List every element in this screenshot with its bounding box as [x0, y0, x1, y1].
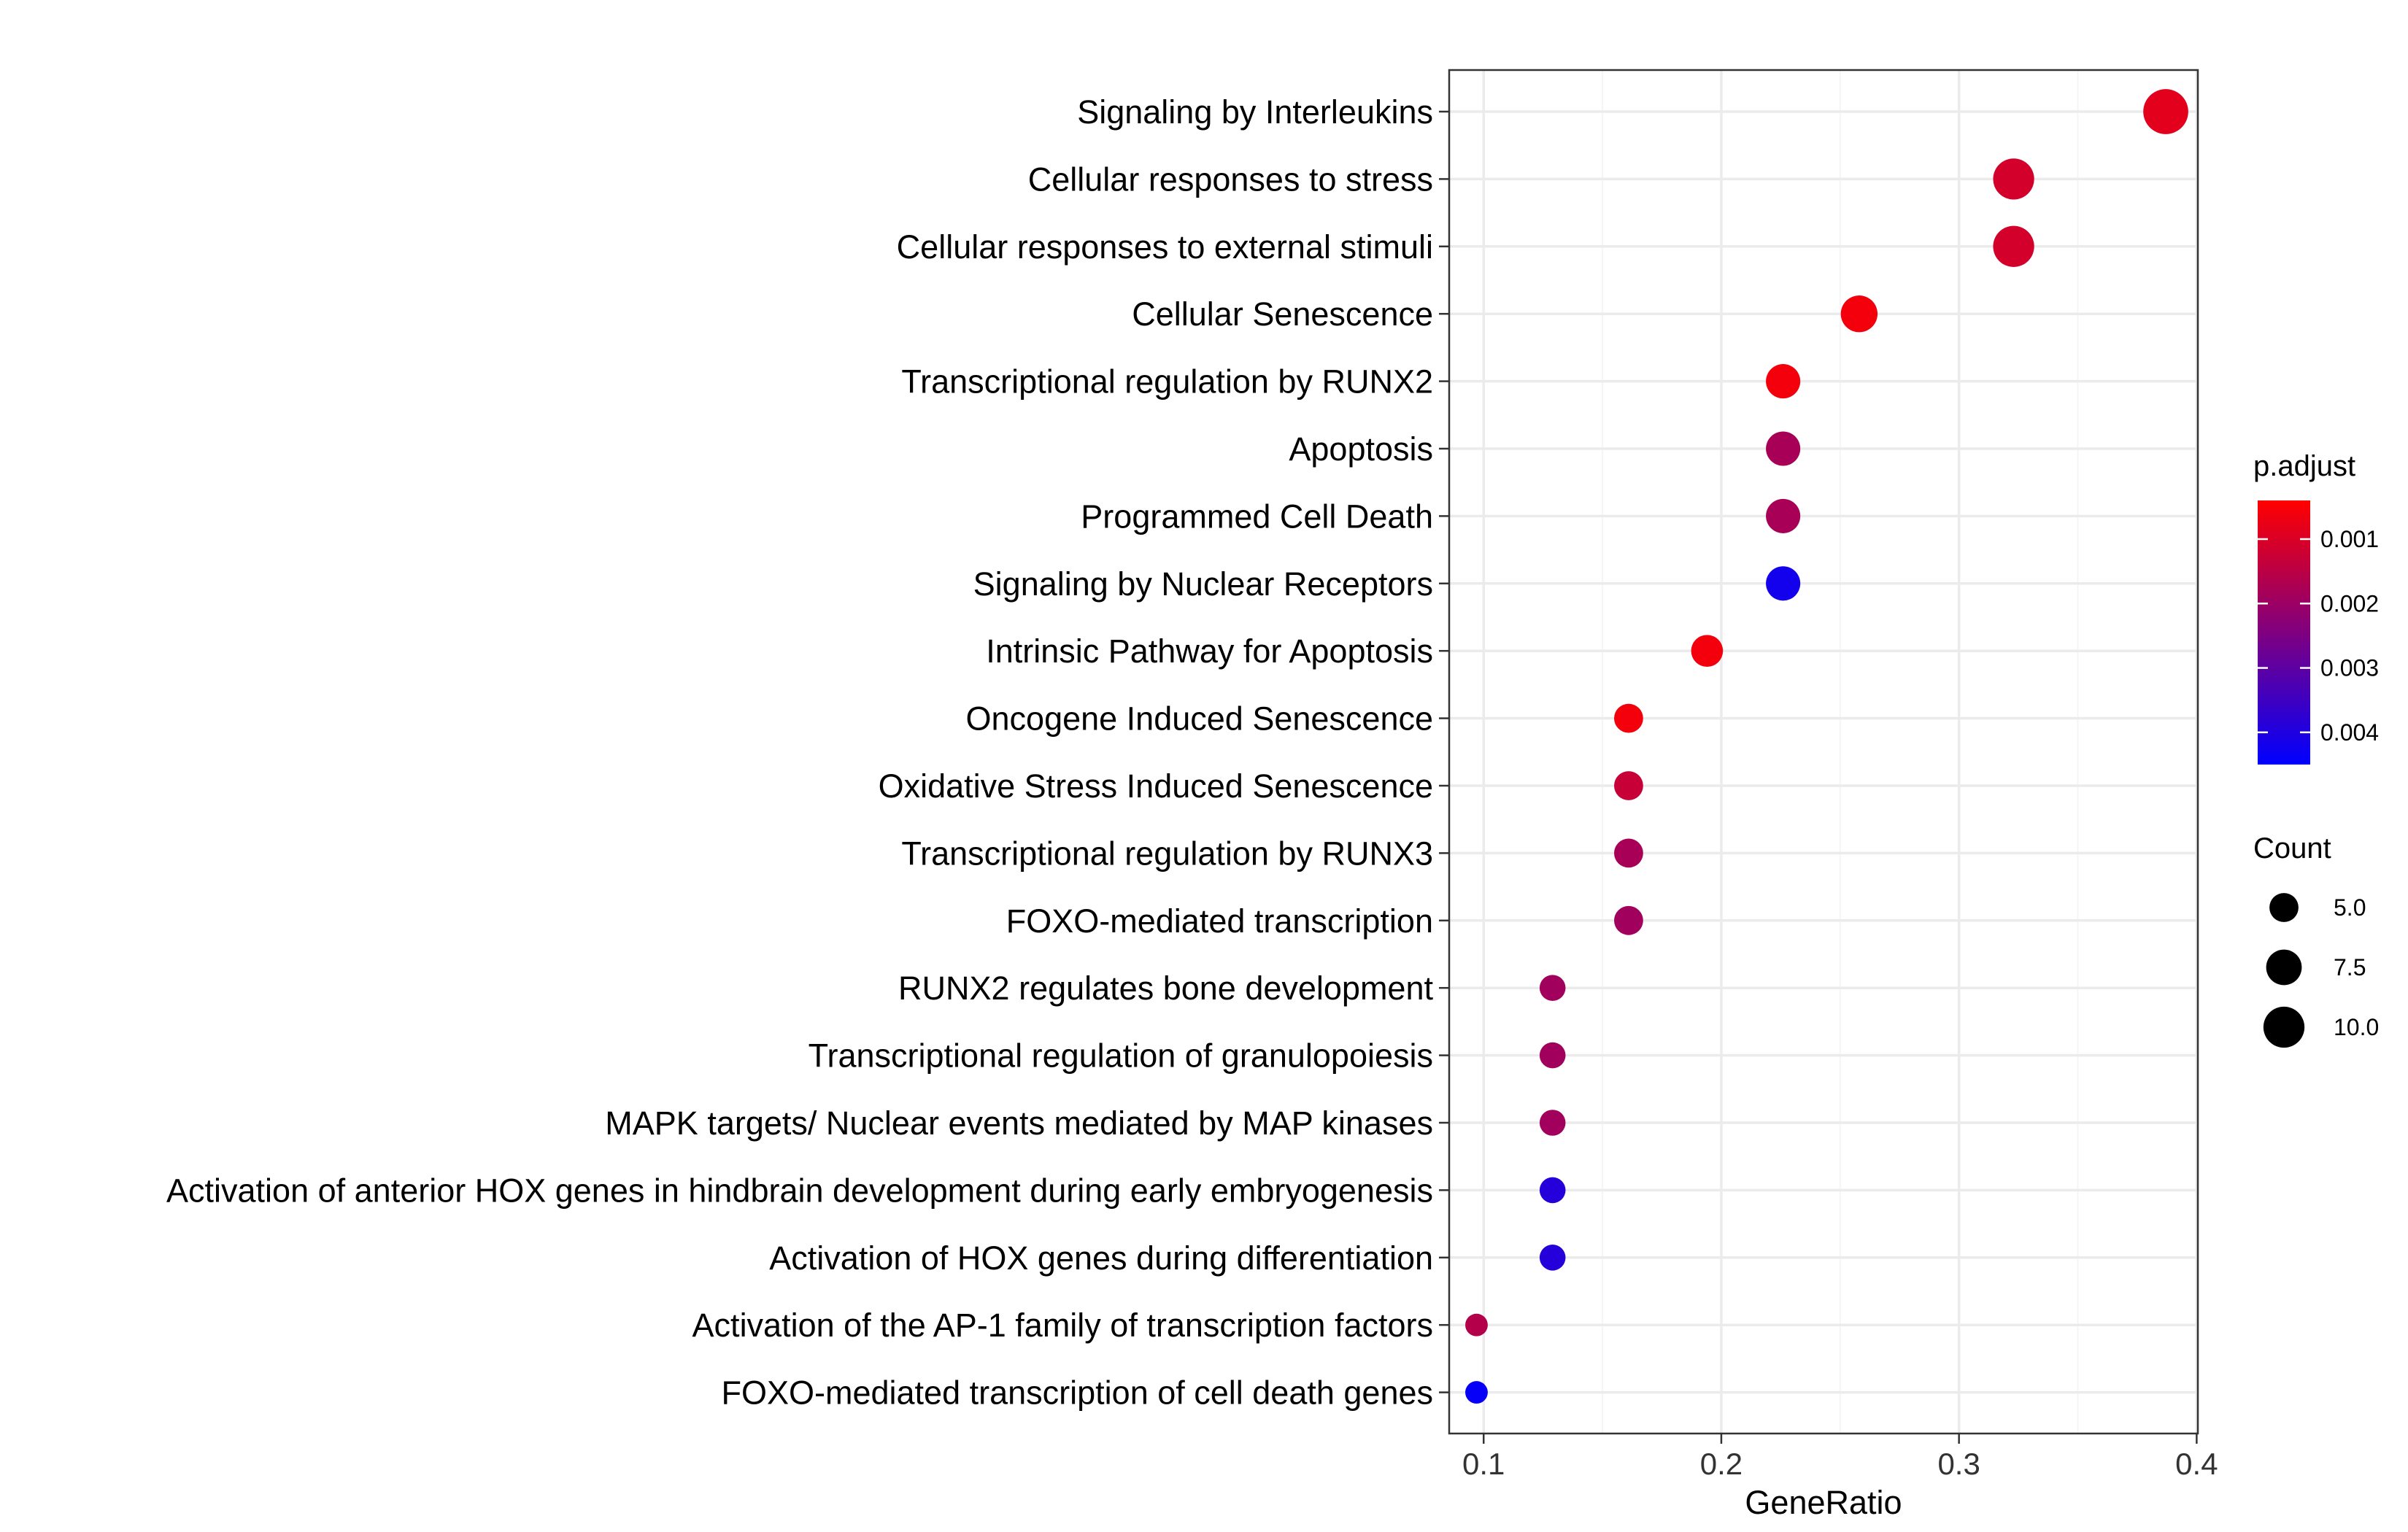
- size-legend-label: 7.5: [2334, 954, 2366, 980]
- color-legend-tick-label: 0.004: [2320, 719, 2379, 746]
- term-label: Cellular Senescence: [1132, 295, 1433, 333]
- color-legend-title: p.adjust: [2253, 450, 2355, 482]
- term-label: Oxidative Stress Induced Senescence: [879, 767, 1433, 805]
- data-point: [1766, 431, 1801, 466]
- term-label: Signaling by Nuclear Receptors: [973, 565, 1433, 603]
- term-label: Transcriptional regulation by RUNX3: [901, 835, 1433, 872]
- color-legend: p.adjust 0.001 0.002 0.003 0.004: [2253, 450, 2379, 765]
- data-point: [1993, 158, 2034, 200]
- data-point: [1614, 905, 1643, 935]
- term-label: Activation of anterior HOX genes in hind…: [166, 1172, 1433, 1209]
- data-point: [2143, 89, 2188, 134]
- term-labels: Signaling by Interleukins Cellular respon…: [166, 93, 1449, 1412]
- data-point: [1840, 295, 1878, 333]
- color-legend-tick-label: 0.003: [2320, 655, 2379, 681]
- term-label: Oncogene Induced Senescence: [966, 700, 1433, 738]
- data-point: [1614, 703, 1643, 733]
- plot-panel: [1448, 69, 2199, 1435]
- x-tick-label: 0.1: [1462, 1447, 1505, 1481]
- size-legend-label: 5.0: [2334, 894, 2366, 921]
- term-label: Activation of the AP-1 family of transcr…: [692, 1307, 1433, 1344]
- data-point: [1766, 364, 1801, 399]
- x-axis-title: GeneRatio: [1745, 1484, 1902, 1521]
- term-label: MAPK targets/ Nuclear events mediated by…: [605, 1104, 1433, 1142]
- term-label: Programmed Cell Death: [1081, 498, 1433, 535]
- color-legend-tick-label: 0.002: [2320, 590, 2379, 616]
- data-point: [1614, 838, 1643, 868]
- data-point: [1539, 1177, 1566, 1204]
- term-label: Transcriptional regulation of granulopoi…: [809, 1037, 1433, 1075]
- data-point: [1691, 635, 1724, 668]
- panel-border: [1448, 69, 2199, 1435]
- data-point: [1614, 771, 1643, 800]
- term-label: Activation of HOX genes during different…: [769, 1239, 1433, 1277]
- data-point: [1539, 1042, 1566, 1069]
- term-label: FOXO-mediated transcription: [1006, 902, 1433, 940]
- data-point: [1465, 1313, 1488, 1336]
- size-legend: Count 5.0 7.5 10.0: [2253, 832, 2379, 1048]
- data-point: [1539, 1110, 1566, 1136]
- data-point: [1539, 975, 1566, 1001]
- term-label: FOXO-mediated transcription of cell deat…: [722, 1374, 1434, 1412]
- color-legend-tick-label: 0.001: [2320, 526, 2379, 552]
- data-point: [1539, 1245, 1566, 1271]
- term-label: Cellular responses to stress: [1028, 160, 1433, 198]
- term-label: Intrinsic Pathway for Apoptosis: [986, 632, 1433, 670]
- x-axis: 0.1 0.2 0.3 0.4: [1462, 1434, 2218, 1481]
- x-tick-label: 0.4: [2175, 1447, 2218, 1481]
- x-tick-label: 0.2: [1700, 1447, 1743, 1481]
- term-label: Apoptosis: [1289, 430, 1433, 468]
- term-label: Signaling by Interleukins: [1077, 93, 1433, 131]
- data-point: [1766, 566, 1801, 601]
- term-label: RUNX2 regulates bone development: [898, 970, 1433, 1007]
- term-label: Cellular responses to external stimuli: [897, 228, 1433, 266]
- size-legend-key: [2269, 893, 2299, 922]
- size-legend-title: Count: [2253, 832, 2331, 864]
- term-label: Transcriptional regulation by RUNX2: [901, 363, 1433, 401]
- color-legend-bar: [2258, 500, 2310, 765]
- x-tick-label: 0.3: [1937, 1447, 1980, 1481]
- panel-background: [1449, 70, 2198, 1434]
- data-point: [1993, 225, 2034, 267]
- size-legend-key: [2266, 949, 2302, 986]
- data-point: [1465, 1381, 1488, 1404]
- size-legend-label: 10.0: [2334, 1014, 2379, 1040]
- size-legend-key: [2263, 1006, 2305, 1048]
- data-point: [1766, 498, 1801, 533]
